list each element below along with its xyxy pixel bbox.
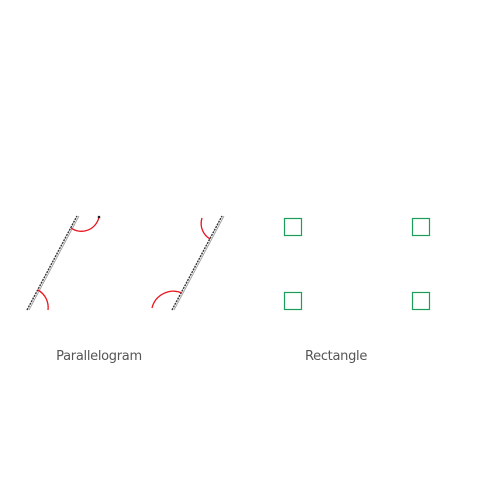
parallelogram-angle-arc-top (200, 217, 211, 240)
right-angle-marker-bottom-left (283, 291, 303, 311)
parallelogram-side-line (171, 215, 223, 311)
parallelogram-left-side (26, 215, 101, 311)
rectangle-label: Rectangle (304, 349, 368, 364)
right-angle-marker-top-right (411, 217, 431, 237)
right-angle-marker-top-left (283, 217, 303, 237)
parallelogram-angle-arc-bottom (151, 290, 183, 309)
parallelogram-right-side (151, 215, 225, 311)
parallelogram-arc-end-dot (97, 215, 101, 219)
rectangle-angle-markers (283, 217, 431, 311)
parallelogram-side-line (26, 215, 78, 311)
parallelogram-angle-arc-top (70, 216, 100, 232)
parallelogram-side-line-shadow (173, 215, 225, 311)
parallelogram-side-line-shadow (28, 215, 80, 311)
parallelogram-label: Parallelogram (56, 349, 142, 364)
right-angle-marker-bottom-right (411, 291, 431, 311)
parallelogram-angle-arc-bottom (37, 289, 49, 311)
